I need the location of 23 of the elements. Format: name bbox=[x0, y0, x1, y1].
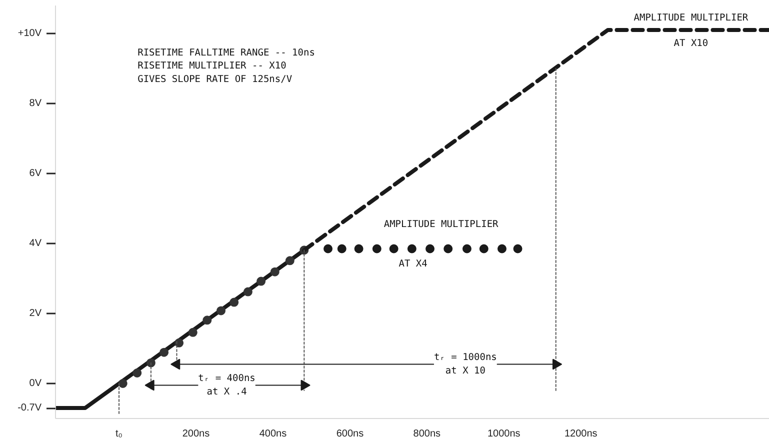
annotation: AMPLITUDE MULTIPLIER bbox=[634, 12, 748, 24]
x-tick-label: 200ns bbox=[182, 428, 210, 440]
annotation: RISETIME FALLTIME RANGE -- 10ns bbox=[138, 47, 315, 58]
y-tick-label: -0.7V bbox=[18, 402, 42, 414]
y-tick-label: 6V bbox=[29, 168, 42, 179]
y-tick-label: 8V bbox=[29, 98, 42, 109]
annotation: RISETIME MULTIPLIER -- X10 bbox=[138, 60, 287, 72]
x-tick-label: 1000ns bbox=[488, 428, 520, 440]
x-tick-label: 1200ns bbox=[564, 428, 598, 440]
x-tick-label: t₀ bbox=[116, 428, 122, 440]
y-tick-label: 0V bbox=[29, 378, 42, 389]
annotation: AT X10 bbox=[674, 38, 708, 49]
x-tick-label: 600ns bbox=[336, 428, 364, 440]
annotation: tᵣ = 1000ns at X 10 bbox=[434, 352, 497, 376]
y-tick-label: 2V bbox=[29, 308, 42, 319]
annotation: GIVES SLOPE RATE OF 125ns/V bbox=[138, 74, 292, 85]
y-tick-label: 4V bbox=[29, 238, 42, 249]
annotation: AT X4 bbox=[398, 258, 428, 270]
x-tick-label: 800ns bbox=[413, 428, 441, 440]
y-tick-label: +10V bbox=[18, 28, 42, 39]
annotation: AMPLITUDE MULTIPLIER bbox=[384, 218, 499, 230]
annotation: tᵣ = 400ns at X .4 bbox=[198, 373, 256, 398]
x-tick-label: 400ns bbox=[259, 428, 287, 440]
